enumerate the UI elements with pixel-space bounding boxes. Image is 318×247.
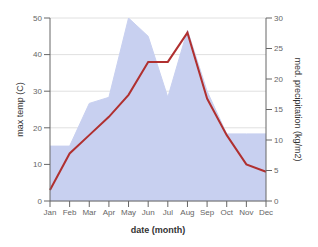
svg-text:20: 20 <box>33 124 42 133</box>
svg-text:20: 20 <box>274 75 283 84</box>
svg-text:0: 0 <box>274 197 279 206</box>
svg-text:5: 5 <box>274 166 279 175</box>
svg-text:date (month): date (month) <box>131 225 186 235</box>
svg-text:med. precipitation (kg/m2): med. precipitation (kg/m2) <box>293 57 303 161</box>
svg-text:0: 0 <box>38 197 43 206</box>
svg-text:Feb: Feb <box>63 208 77 217</box>
svg-text:Mar: Mar <box>82 208 96 217</box>
svg-text:30: 30 <box>274 14 283 23</box>
svg-text:30: 30 <box>33 87 42 96</box>
svg-text:Oct: Oct <box>221 208 234 217</box>
svg-text:Apr: Apr <box>103 208 116 217</box>
svg-text:Aug: Aug <box>180 208 194 217</box>
svg-text:15: 15 <box>274 105 283 114</box>
svg-text:max temp (C): max temp (C) <box>15 82 25 137</box>
svg-text:Sep: Sep <box>200 208 215 217</box>
svg-text:Dec: Dec <box>259 208 273 217</box>
svg-text:50: 50 <box>33 14 42 23</box>
svg-text:Nov: Nov <box>239 208 253 217</box>
svg-text:Jun: Jun <box>142 208 155 217</box>
svg-text:10: 10 <box>33 160 42 169</box>
svg-text:25: 25 <box>274 44 283 53</box>
svg-text:Jan: Jan <box>44 208 57 217</box>
svg-text:May: May <box>121 208 136 217</box>
svg-text:Jul: Jul <box>163 208 173 217</box>
svg-text:10: 10 <box>274 136 283 145</box>
svg-text:40: 40 <box>33 50 42 59</box>
